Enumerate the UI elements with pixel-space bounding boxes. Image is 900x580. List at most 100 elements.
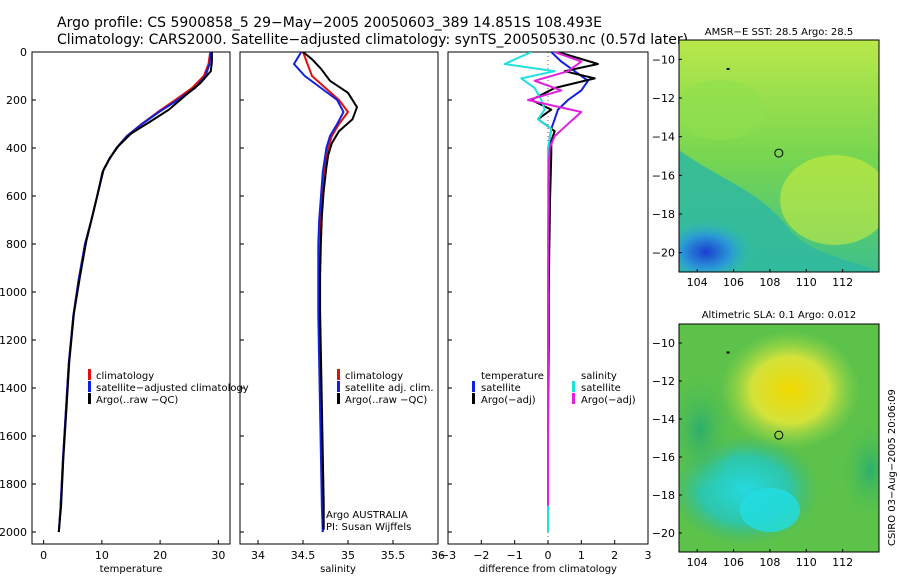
series-line-climatology — [57, 52, 212, 533]
x-tick-label: 1 — [578, 549, 585, 562]
y-tick-label: 1600 — [0, 430, 27, 443]
legend-label-climatology: climatology — [345, 371, 403, 382]
map-y-tick-label: −16 — [652, 451, 675, 464]
sla-low-core — [740, 488, 800, 532]
y-tick-label: 800 — [6, 238, 27, 251]
series-line-satellite-adj-clim — [293, 52, 345, 533]
map-y-tick-label: −16 — [652, 169, 675, 182]
temperature-xlabel: temperature — [100, 564, 163, 575]
legend-swatch-argo — [88, 393, 91, 404]
legend-label-climatology: climatology — [96, 371, 154, 382]
sla-float-position-marker — [774, 430, 784, 440]
x-tick-label: −3 — [440, 549, 456, 562]
legend-label-sal-satellite: satellite — [581, 383, 621, 394]
map-x-tick-label: 106 — [723, 276, 744, 289]
map-x-tick-label: 104 — [687, 276, 708, 289]
temperature-panel: 0 10 20 30 0 200 400 600 800 1000 1200 1400 1600 1800… — [0, 46, 249, 575]
y-tick-label: 600 — [6, 190, 27, 203]
map-x-tick-label: 108 — [759, 276, 780, 289]
legend-swatch-satellite — [88, 381, 91, 392]
map-y-tick-label: −12 — [652, 375, 675, 388]
temperature-legend: climatology satellite−adjusted climatolo… — [88, 369, 249, 406]
difference-legend: temperature satellite Argo(−adj) salinit… — [472, 371, 636, 406]
map-x-tick-label: 112 — [832, 556, 853, 569]
legend-swatch-temp-argo — [472, 393, 475, 404]
sla-mid-region — [840, 420, 879, 520]
map-y-tick-label: −18 — [652, 208, 675, 221]
sst-warm-patch — [780, 155, 879, 245]
x-tick-label: −1 — [507, 549, 523, 562]
legend-label-satellite: satellite adj. clim. — [345, 383, 434, 394]
institution-name: Argo AUSTRALIA — [326, 510, 408, 521]
series-line-argo-raw-qc — [57, 52, 213, 533]
legend-swatch-sal-argo — [572, 393, 575, 404]
sst-map-frame — [678, 39, 880, 273]
legend-group-temperature: temperature — [481, 371, 544, 382]
map-x-tick-label: 110 — [796, 556, 817, 569]
difference-ticks: −3 −2 −1 0 1 2 3 — [440, 51, 652, 562]
sst-warm-patch — [679, 80, 765, 140]
legend-swatch-temp-satellite — [472, 381, 475, 392]
sst-cold-core — [679, 218, 756, 272]
difference-xlabel: difference from climatology — [479, 564, 617, 575]
series-line-satellite-adjusted-climatology — [57, 52, 212, 533]
y-tick-label: 1000 — [0, 286, 27, 299]
legend-label-argo: Argo(..raw −QC) — [96, 395, 178, 406]
y-tick-label: 400 — [6, 142, 27, 155]
series-line-argo-raw-qc — [302, 52, 358, 530]
salinity-lines — [293, 52, 358, 533]
sla-map-panel: Altimetric SLA: 0.1 Argo: 0.012 104 106 10… — [652, 310, 880, 569]
x-tick-label: 0 — [40, 549, 47, 562]
map-y-tick-label: −10 — [652, 337, 675, 350]
x-tick-label: 35 — [341, 549, 355, 562]
y-tick-label: 1400 — [0, 382, 27, 395]
header-title-line2: Climatology: CARS2000. Satellite−adjuste… — [57, 32, 688, 48]
y-tick-label: 1800 — [0, 478, 27, 491]
sst-float-position-marker — [774, 148, 784, 158]
x-tick-label: 2 — [611, 549, 618, 562]
legend-label-satellite: satellite−adjusted climatology — [96, 383, 249, 394]
x-tick-label: 0 — [545, 549, 552, 562]
legend-label-temp-argo: Argo(−adj) — [481, 395, 536, 406]
x-tick-label: 20 — [153, 549, 167, 562]
series-line-temperature-argo-adj — [530, 52, 599, 506]
x-tick-label: 30 — [211, 549, 225, 562]
difference-panel: −3 −2 −1 0 1 2 3 difference from climatology t… — [440, 51, 652, 575]
map-y-tick-label: −10 — [652, 53, 675, 66]
legend-label-argo: Argo(..raw −QC) — [345, 395, 427, 406]
legend-swatch-climatology — [88, 369, 91, 380]
sst-map-field — [679, 40, 879, 272]
map-y-tick-label: −12 — [652, 92, 675, 105]
difference-lines — [503, 52, 599, 532]
principal-investigator: PI: Susan Wijffels — [326, 522, 411, 533]
x-tick-label: 36 — [431, 549, 445, 562]
map-x-tick-label: 106 — [723, 556, 744, 569]
map-x-tick-label: 110 — [796, 276, 817, 289]
sla-map-ticks: 104 106 108 110 112 −10 −12 −14 −16 −18 −20 — [652, 337, 853, 569]
salinity-axes-frame — [239, 51, 439, 545]
map-y-tick-label: −14 — [652, 131, 675, 144]
legend-swatch-climatology — [337, 369, 340, 380]
sst-map-panel: AMSR−E SST: 28.5 Argo: 28.5 104 106 108 110… — [652, 27, 880, 289]
map-x-tick-label: 108 — [759, 556, 780, 569]
sst-map-title: AMSR−E SST: 28.5 Argo: 28.5 — [705, 27, 853, 38]
sla-map-frame — [678, 323, 880, 553]
map-y-tick-label: −20 — [652, 527, 675, 540]
x-tick-label: 34 — [251, 549, 265, 562]
sst-island-marker — [726, 68, 730, 70]
y-tick-label: 0 — [20, 46, 27, 59]
x-tick-label: 34.5 — [291, 549, 316, 562]
x-tick-label: 10 — [95, 549, 109, 562]
salinity-xlabel: salinity — [320, 564, 356, 575]
series-line-climatology — [302, 52, 349, 532]
sst-map-ticks: 104 106 108 110 112 −10 −12 −14 −16 −18 −20 — [652, 53, 853, 289]
sla-island-marker — [726, 351, 730, 354]
x-tick-label: −2 — [473, 549, 489, 562]
y-tick-label: 200 — [6, 94, 27, 107]
map-y-tick-label: −20 — [652, 247, 675, 260]
sla-mid-region — [679, 370, 735, 490]
plot-credit-timestamp: CSIRO 03−Aug−2005 20:06:09 — [887, 389, 898, 546]
header-title-line1: Argo profile: CS 5900858_5 29−May−2005 2… — [57, 15, 602, 31]
map-x-tick-label: 112 — [832, 276, 853, 289]
